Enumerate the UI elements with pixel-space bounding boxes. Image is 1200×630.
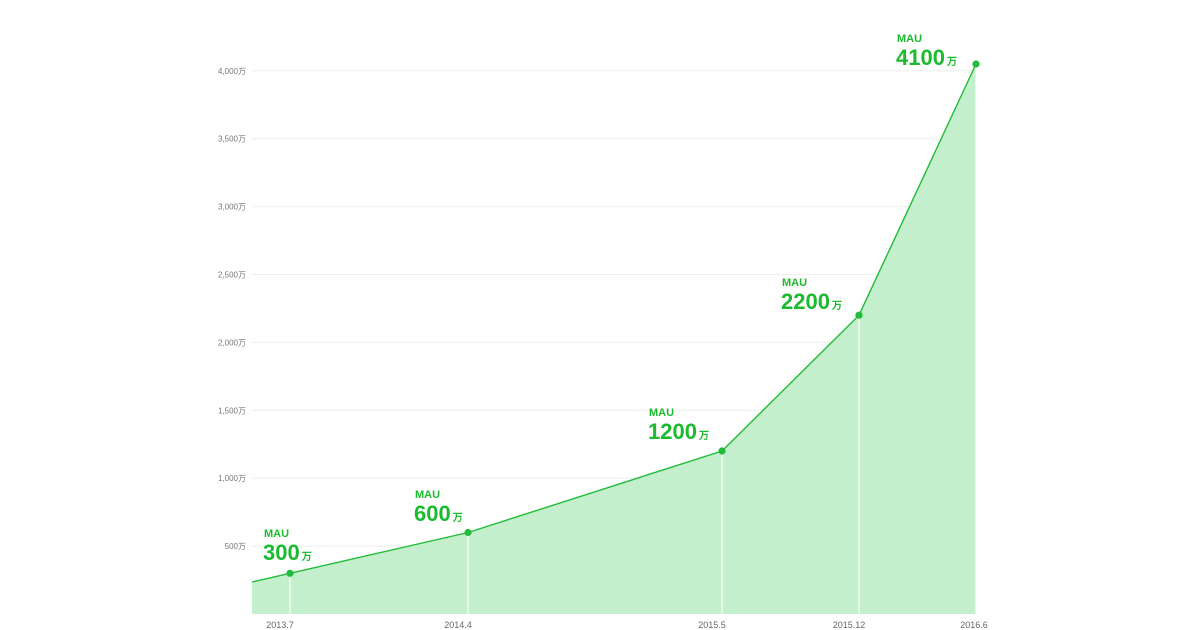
mau-value-label: 1200 bbox=[648, 419, 697, 444]
mau-prefix-label: MAU bbox=[782, 277, 807, 289]
series-line bbox=[251, 63, 977, 583]
x-tick-label: 2015.5 bbox=[698, 620, 726, 630]
data-point bbox=[286, 569, 294, 577]
y-tick-label: 4,000万 bbox=[218, 67, 246, 76]
data-point bbox=[718, 447, 726, 455]
drop-lines bbox=[289, 64, 977, 614]
y-tick-label: 3,000万 bbox=[218, 203, 246, 212]
grid-lines bbox=[252, 70, 976, 547]
area-fill bbox=[252, 64, 976, 614]
y-axis-ticks: 5,000万4,000万3,500万3,000万2,500万2,000万1,50… bbox=[218, 67, 246, 551]
mau-value-label: 300 bbox=[263, 540, 300, 565]
mau-unit-label: 万 bbox=[698, 430, 709, 442]
data-point bbox=[855, 311, 863, 319]
x-tick-label: 2015.12 bbox=[833, 620, 866, 630]
mau-prefix-label: MAU bbox=[415, 489, 440, 501]
y-tick-label: 1,000万 bbox=[218, 474, 246, 483]
area-polygon bbox=[252, 64, 976, 614]
data-point bbox=[464, 528, 472, 537]
mau-unit-label: 万 bbox=[452, 512, 463, 524]
mau-value-label: 2200 bbox=[781, 289, 830, 314]
mau-value-label: 600 bbox=[414, 501, 451, 526]
y-tick-label: 1,500万 bbox=[218, 406, 246, 415]
y-tick-label: 2,000万 bbox=[218, 338, 246, 347]
series-line-path bbox=[251, 63, 977, 583]
mau-prefix-label: MAU bbox=[897, 33, 922, 45]
mau-prefix-label: MAU bbox=[264, 528, 289, 540]
mau-unit-label: 万 bbox=[946, 56, 957, 68]
x-tick-label: 2013.7 bbox=[266, 620, 294, 630]
data-points bbox=[286, 60, 980, 577]
y-tick-label: 500万 bbox=[225, 542, 246, 551]
mau-unit-label: 万 bbox=[301, 551, 312, 563]
x-axis-ticks: 2013.7 2014.4 2015.5 2015.12 2016.6 bbox=[266, 620, 988, 630]
y-tick-label: 3,500万 bbox=[218, 135, 246, 144]
data-point bbox=[972, 60, 980, 68]
x-tick-label: 2014.4 bbox=[444, 620, 472, 630]
mau-unit-label: 万 bbox=[831, 300, 842, 312]
x-tick-label: 2016.6 bbox=[960, 620, 988, 630]
mau-prefix-label: MAU bbox=[649, 407, 674, 419]
mau-value-label: 4100 bbox=[896, 45, 945, 70]
y-tick-label: 2,500万 bbox=[218, 271, 246, 280]
